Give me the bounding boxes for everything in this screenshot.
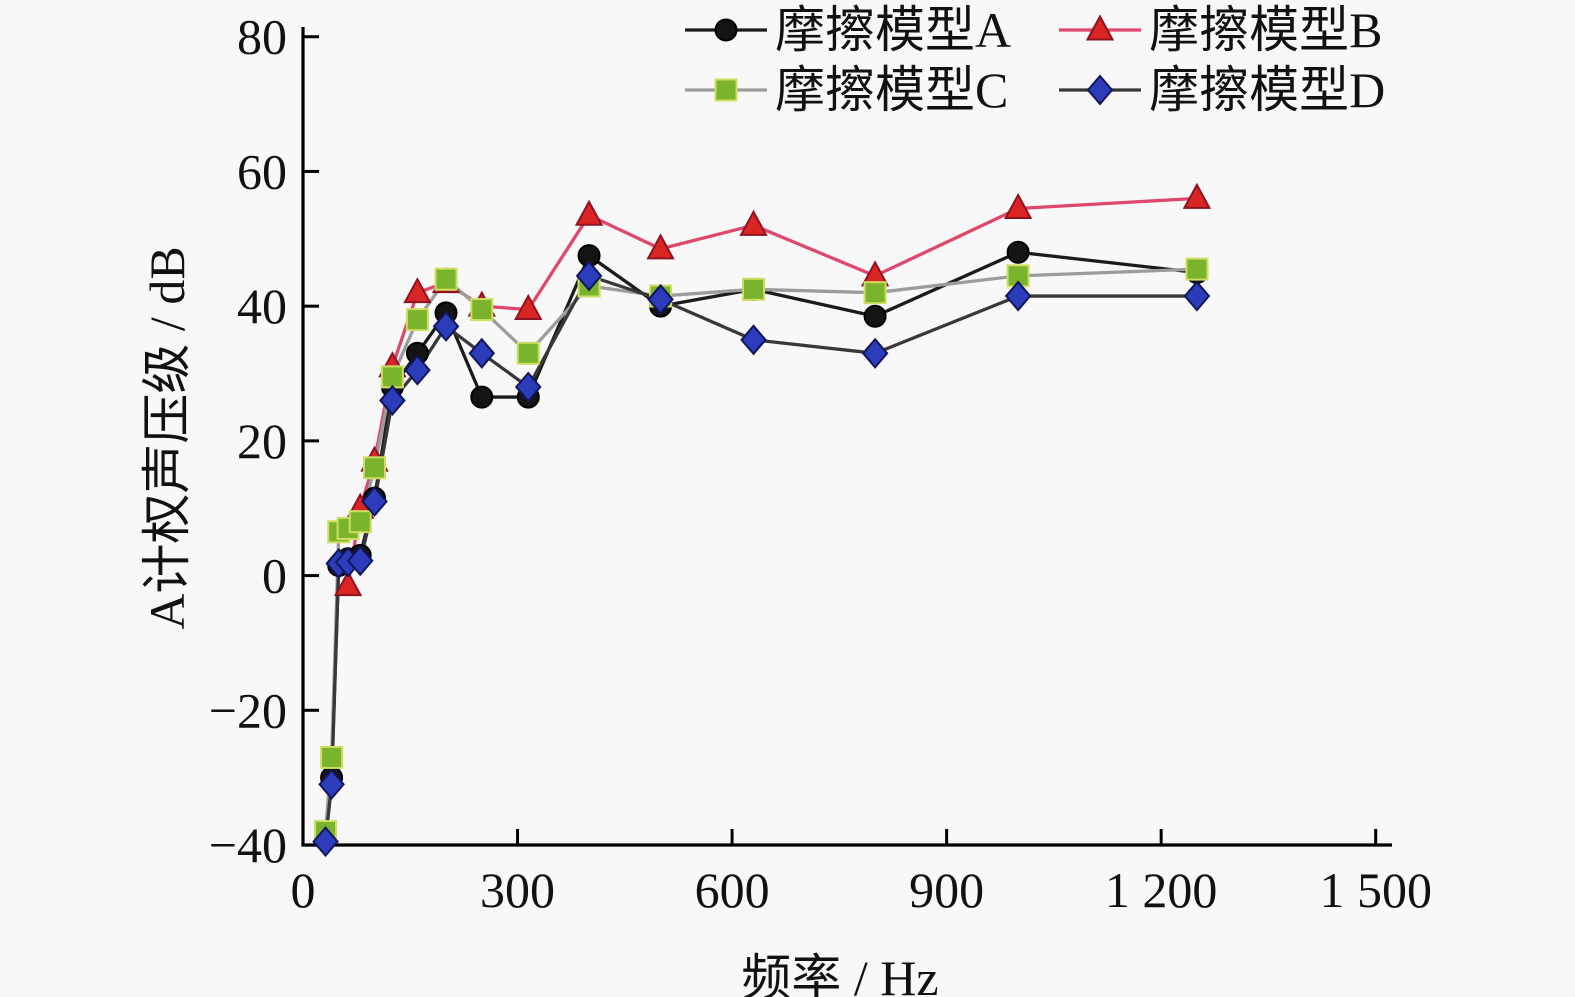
square-marker	[348, 510, 372, 534]
square-marker	[405, 308, 429, 332]
triangle-marker	[333, 570, 363, 597]
circle-marker	[1006, 240, 1030, 264]
y-axis-title: A计权声压级 / dB	[139, 246, 195, 630]
x-tick-label: 1 500	[1319, 862, 1432, 918]
triangle-marker	[739, 209, 768, 236]
diamond-marker	[575, 260, 603, 292]
y-tick-label: 60	[237, 143, 287, 199]
legend-marker-c	[685, 78, 767, 102]
square-marker	[470, 298, 494, 322]
x-tick-label: 300	[480, 862, 555, 918]
y-tick-label: 80	[237, 9, 287, 65]
x-tick-label: 900	[909, 862, 984, 918]
square-marker	[434, 267, 458, 291]
circle-marker	[470, 385, 494, 409]
diamond-marker	[740, 324, 767, 356]
triangle-marker	[1085, 14, 1115, 41]
square-marker	[320, 745, 344, 769]
square-marker	[742, 277, 766, 301]
series-line-2	[323, 267, 1199, 834]
triangle-marker	[646, 233, 675, 260]
x-tick-label: 0	[291, 862, 316, 918]
square-marker	[363, 456, 387, 480]
y-tick-label: 0	[262, 548, 287, 604]
triangle-marker	[1182, 182, 1212, 209]
legend-item-model-a: 摩擦模型A	[683, 0, 1011, 60]
diamond-marker	[468, 337, 496, 369]
series-line-0	[329, 250, 1199, 780]
triangle-marker	[1003, 192, 1033, 219]
y-tick-label: −20	[209, 682, 287, 738]
legend-marker-d	[1059, 74, 1142, 106]
legend-label-model-b: 摩擦模型B	[1149, 2, 1383, 58]
legend-item-model-c: 摩擦模型C	[683, 60, 1011, 120]
square-marker	[863, 281, 887, 305]
diamond-marker	[514, 371, 542, 403]
square-marker	[714, 78, 738, 102]
circle-marker	[714, 18, 738, 42]
triangle-marker	[403, 277, 432, 304]
diamond-marker	[318, 768, 345, 800]
x-tick-label: 1 200	[1105, 862, 1218, 918]
legend-label-model-d: 摩擦模型D	[1149, 62, 1386, 118]
triangle-marker	[514, 293, 543, 321]
y-tick-label: −40	[209, 817, 287, 873]
diamond-marker	[1183, 280, 1211, 312]
diamond-marker	[861, 337, 889, 369]
diamond-marker	[404, 354, 431, 386]
square-marker	[516, 341, 540, 365]
series-line-3	[323, 274, 1199, 844]
legend-marker-a	[685, 18, 767, 42]
legend-label-model-a: 摩擦模型A	[775, 2, 1012, 58]
diamond-marker	[346, 545, 374, 577]
legend-label-model-c: 摩擦模型C	[775, 62, 1009, 118]
diamond-marker	[1086, 74, 1114, 106]
triangle-marker	[574, 199, 604, 226]
square-marker	[380, 365, 404, 389]
x-tick-label: 600	[695, 862, 770, 918]
diamond-marker	[432, 310, 460, 342]
y-tick-label: 20	[237, 413, 287, 469]
diamond-marker	[312, 826, 339, 858]
circle-marker	[863, 304, 887, 328]
legend: 摩擦模型A 摩擦模型B 摩擦模型C 摩擦模型D	[683, 0, 1385, 120]
legend-item-model-d: 摩擦模型D	[1057, 60, 1385, 120]
legend-marker-b	[1059, 14, 1142, 41]
diamond-marker	[1004, 280, 1032, 312]
square-marker	[1185, 257, 1209, 281]
legend-item-model-b: 摩擦模型B	[1057, 0, 1385, 60]
diamond-marker	[361, 485, 388, 518]
y-tick-label: 40	[237, 278, 287, 334]
diamond-marker	[379, 384, 406, 416]
x-axis-title: 频率 / Hz	[741, 950, 939, 997]
diamond-marker	[647, 283, 674, 315]
